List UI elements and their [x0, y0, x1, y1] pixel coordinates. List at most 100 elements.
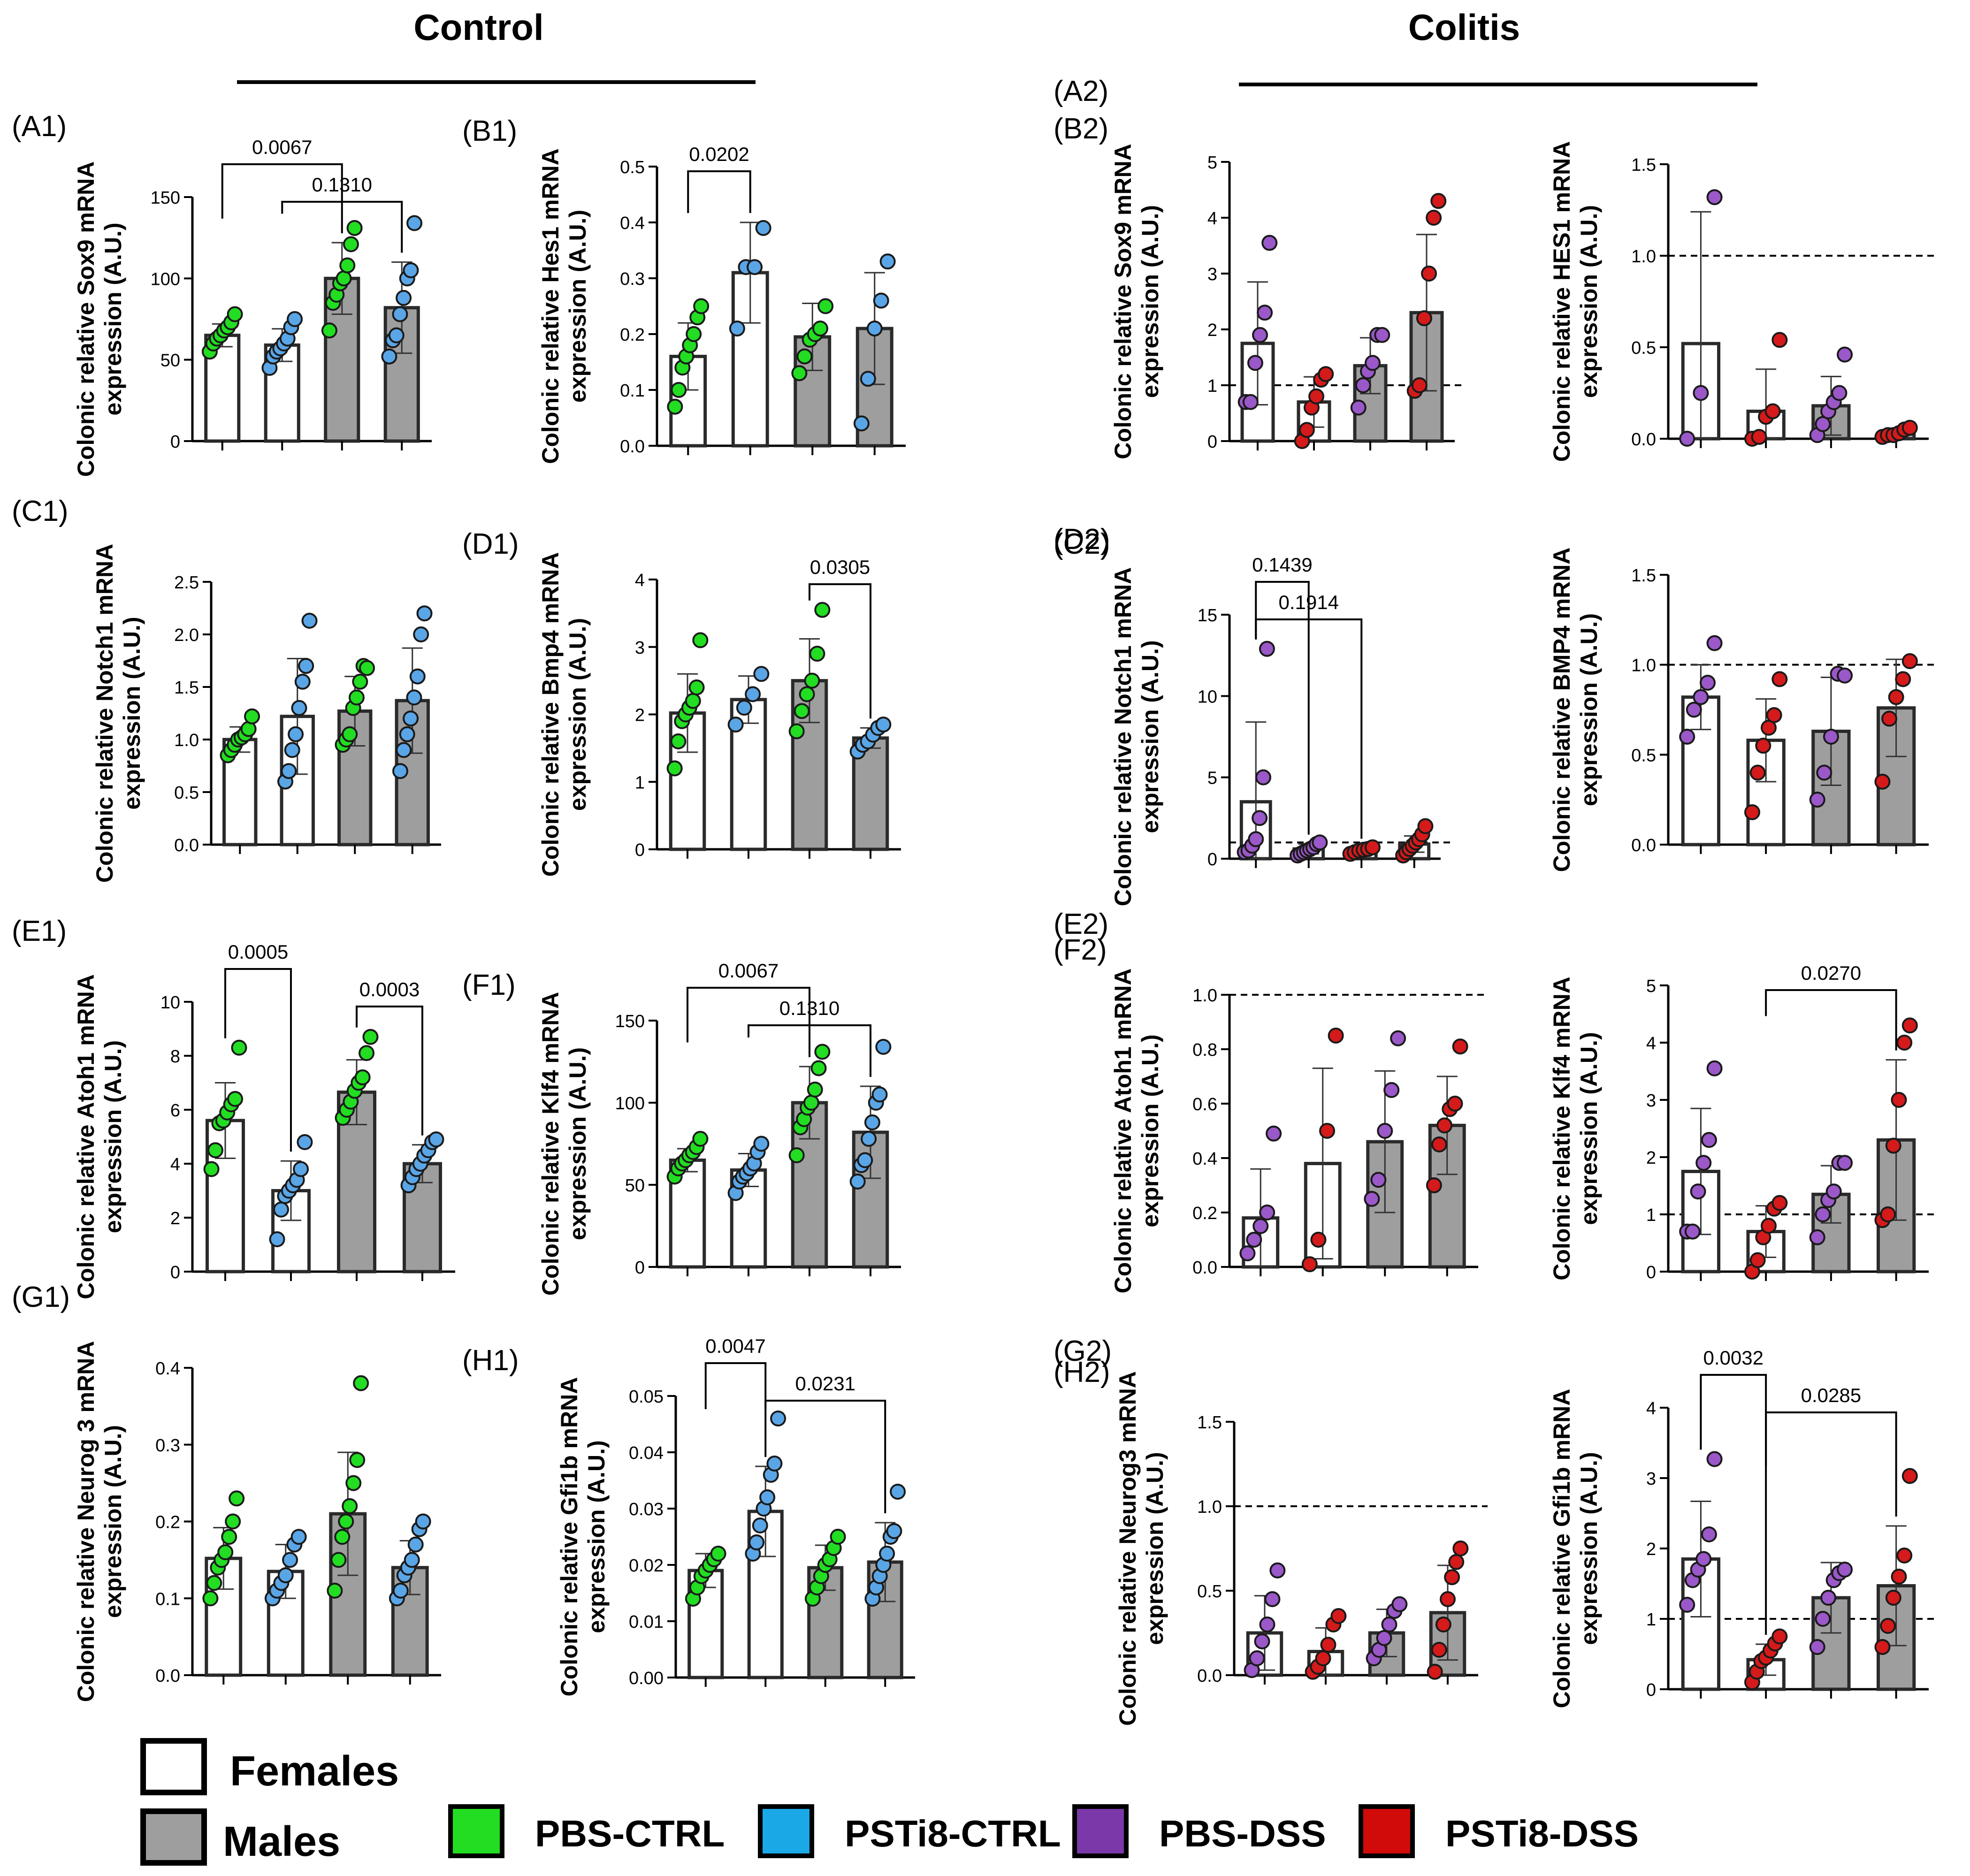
- y-tick-label: 150: [615, 1012, 645, 1031]
- data-point: [207, 1142, 223, 1159]
- p-value-label: 0.0305: [810, 556, 870, 578]
- data-point: [1766, 707, 1782, 723]
- y-axis-label: Colonic relative Neurog3 mRNA: [1115, 1371, 1141, 1726]
- data-point: [1328, 1028, 1344, 1044]
- data-point: [327, 1582, 343, 1599]
- panel-label: (G2): [1054, 1335, 1112, 1367]
- data-point: [221, 1529, 237, 1545]
- data-point: [1370, 1172, 1387, 1188]
- data-point: [1249, 1650, 1265, 1666]
- data-point: [1391, 1596, 1408, 1612]
- data-point: [1319, 1123, 1336, 1139]
- panel-label: (C1): [12, 495, 69, 527]
- legend-label-females: Females: [230, 1748, 399, 1795]
- data-point: [812, 320, 828, 337]
- data-point: [1816, 764, 1833, 781]
- y-axis-label: expression (A.U.): [565, 618, 591, 811]
- y-tick-label: 5: [1207, 153, 1217, 173]
- p-value-label: 0.0067: [252, 136, 312, 158]
- data-point: [227, 306, 243, 322]
- y-axis-label: expression (A.U.): [1576, 613, 1602, 806]
- data-point: [1896, 1548, 1913, 1563]
- p-value-label: 0.0067: [718, 960, 779, 982]
- data-point: [1891, 1092, 1907, 1108]
- data-point: [1751, 429, 1767, 445]
- data-point: [1901, 1468, 1918, 1484]
- y-tick-label: 1: [635, 773, 645, 793]
- data-point: [1252, 810, 1268, 826]
- data-point: [1355, 377, 1371, 393]
- data-point: [1755, 738, 1771, 754]
- data-point: [1706, 1060, 1723, 1076]
- data-point: [871, 1086, 888, 1103]
- data-point: [1686, 702, 1702, 718]
- data-point: [803, 1095, 819, 1111]
- significance-bracket: [764, 1400, 886, 1513]
- data-point: [1888, 689, 1904, 705]
- data-point: [753, 666, 770, 682]
- data-point: [345, 1475, 362, 1491]
- data-point: [794, 703, 810, 719]
- y-tick-label: 2: [1646, 1540, 1656, 1559]
- p-value-label: 0.0047: [705, 1335, 765, 1357]
- data-point: [1764, 403, 1781, 419]
- data-point: [1809, 792, 1825, 808]
- data-point: [666, 760, 683, 777]
- data-point: [809, 646, 825, 662]
- data-point: [688, 679, 705, 695]
- data-point: [1259, 1617, 1275, 1632]
- legend-label-pbs-dss: PBS-DSS: [1159, 1813, 1326, 1854]
- data-point: [857, 1152, 873, 1168]
- y-axis-label: Colonic relative BMP4 mRNA: [1549, 548, 1575, 872]
- bar: [204, 334, 241, 443]
- data-point: [403, 262, 419, 278]
- y-axis-label: Colonic relative Klf4 mRNA: [537, 992, 564, 1296]
- y-tick-label: 1: [1207, 376, 1217, 396]
- data-point: [1885, 1137, 1901, 1154]
- data-point: [342, 1498, 358, 1514]
- data-point: [1248, 831, 1264, 847]
- p-value-label: 0.0005: [228, 941, 288, 963]
- data-point: [404, 1552, 420, 1568]
- data-point: [873, 292, 889, 309]
- panel-label: (E2): [1054, 908, 1108, 940]
- y-axis-label: expression (A.U.): [1576, 205, 1602, 398]
- data-point: [217, 1544, 234, 1560]
- data-point: [399, 726, 415, 742]
- data-point: [1881, 710, 1898, 727]
- data-point: [1255, 769, 1272, 785]
- data-point: [1695, 1155, 1712, 1171]
- data-point: [342, 726, 358, 742]
- data-point: [346, 220, 363, 236]
- data-point: [288, 726, 304, 742]
- data-point: [1693, 385, 1709, 401]
- data-point: [1820, 1590, 1837, 1606]
- data-point: [1444, 1569, 1460, 1586]
- data-point: [1452, 1038, 1468, 1055]
- significance-bracket: [1765, 1411, 1897, 1517]
- data-point: [428, 1131, 444, 1148]
- data-point: [1809, 1229, 1825, 1245]
- data-point: [1706, 635, 1723, 651]
- data-point: [409, 668, 426, 685]
- data-point: [413, 626, 429, 642]
- y-tick-label: 0: [170, 1263, 180, 1282]
- panel-b2: (B2) 0.0 0.5 1.0 1.5 Colonic relative HES1 mR…: [1054, 113, 1938, 462]
- data-point: [788, 1147, 805, 1163]
- y-axis-label: Colonic relative Neurog 3 mRNA: [73, 1341, 99, 1702]
- legend-swatch-pbs-ctrl: [448, 1804, 504, 1858]
- y-tick-label: 2.0: [174, 625, 199, 645]
- data-point: [269, 1231, 285, 1247]
- panel-label: (A1): [12, 110, 67, 143]
- data-point: [339, 257, 356, 274]
- data-point: [1246, 1232, 1262, 1248]
- legend: Females Males PBS-CTRL PSTi8-CTRL PBS-DSS PST…: [140, 1738, 1639, 1866]
- y-axis-label: expression (A.U.): [565, 210, 591, 403]
- data-point: [416, 605, 433, 622]
- y-axis-label: Colonic relative HES1 mRNA: [1549, 141, 1575, 462]
- y-tick-label: 0.3: [620, 269, 645, 289]
- legend-swatch-males: [140, 1808, 207, 1866]
- p-value-label: 0.0231: [795, 1373, 855, 1395]
- data-point: [297, 1134, 313, 1150]
- y-axis-label: expression (A.U.): [100, 1425, 126, 1618]
